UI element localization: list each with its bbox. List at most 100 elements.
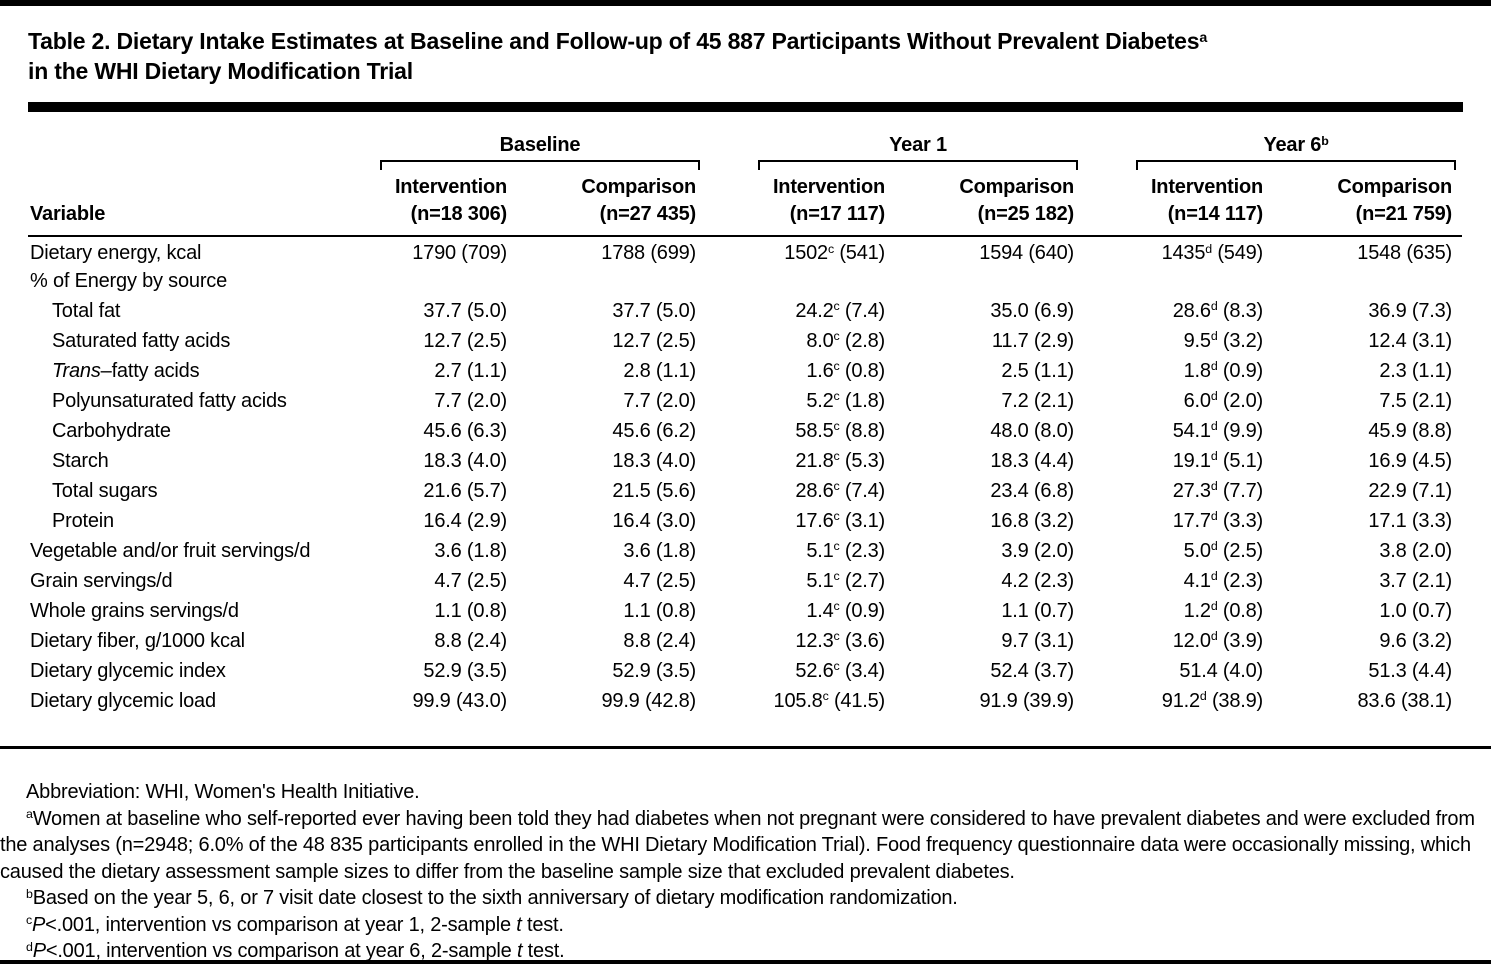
row-label: Grain servings/d — [30, 569, 173, 592]
cell-year6-comparison: 3.8 (2.0) — [1379, 539, 1453, 562]
header-baseline-comparison: Comparison (n=27 435) — [517, 170, 707, 237]
cell-baseline-intervention: 37.7 (5.0) — [423, 299, 507, 322]
arm-n: (n=25 182) — [977, 203, 1075, 225]
table-body: Dietary energy, kcal 1790 (709) 1788 (69… — [28, 236, 1462, 716]
arm-label: Intervention — [394, 176, 507, 198]
cell-baseline-intervention: 4.7 (2.5) — [434, 569, 507, 592]
cell-year1-intervention: 5.1c (2.7) — [806, 569, 886, 592]
cell-baseline-intervention: 99.9 (43.0) — [412, 689, 507, 712]
table-row: Dietary glycemic index 52.9 (3.5) 52.9 (… — [28, 656, 1462, 686]
cell-year6-comparison: 3.7 (2.1) — [1379, 569, 1453, 592]
cell-baseline-comparison: 99.9 (42.8) — [601, 689, 697, 712]
cell-year6-intervention: 6.0d (2.0) — [1183, 389, 1264, 412]
cell-baseline-comparison: 3.6 (1.8) — [623, 539, 697, 562]
row-label: Saturated fatty acids — [52, 329, 231, 352]
cell-year6-intervention: 5.0d (2.5) — [1183, 539, 1264, 562]
group-year1-label: Year 1 — [889, 134, 947, 156]
cell-baseline-comparison: 16.4 (3.0) — [612, 509, 697, 532]
cell-baseline-intervention: 45.6 (6.3) — [423, 419, 507, 442]
cell-baseline-comparison: 37.7 (5.0) — [612, 299, 697, 322]
cell-year1-intervention: 8.0c (2.8) — [806, 329, 886, 352]
cell-year1-intervention: 5.1c (2.3) — [806, 539, 886, 562]
top-rule — [0, 0, 1491, 6]
arm-label: Comparison — [581, 176, 697, 198]
cell-baseline-intervention: 2.7 (1.1) — [434, 359, 507, 382]
cell-year1-intervention: 52.6c (3.4) — [795, 659, 886, 682]
arm-label: Comparison — [1337, 176, 1453, 198]
row-label: Polyunsaturated fatty acids — [52, 389, 287, 412]
cell-year1-comparison: 18.3 (4.4) — [990, 449, 1075, 472]
table-bottom-rule — [0, 746, 1491, 749]
cell-year1-comparison: 91.9 (39.9) — [979, 689, 1075, 712]
row-label: Dietary glycemic load — [30, 689, 216, 712]
cell-year6-intervention: 4.1d (2.3) — [1183, 569, 1264, 592]
table-row: Total sugars 21.6 (5.7) 21.5 (5.6) 28.6c… — [28, 476, 1462, 506]
cell-year6-comparison: 2.3 (1.1) — [1379, 359, 1453, 382]
table-title: Table 2. Dietary Intake Estimates at Bas… — [0, 0, 1491, 86]
cell-year6-intervention: 28.6d (8.3) — [1172, 299, 1264, 322]
row-label: Total fat — [52, 299, 121, 322]
table-row: Starch 18.3 (4.0) 18.3 (4.0) 21.8c (5.3)… — [28, 446, 1462, 476]
group-baseline: Baseline — [328, 120, 706, 170]
cell-baseline-comparison: 1.1 (0.8) — [623, 599, 697, 622]
footnote-a: aWomen at baseline who self-reported eve… — [0, 807, 1475, 883]
cell-year6-comparison: 7.5 (2.1) — [1379, 389, 1453, 412]
arm-n: (n=14 117) — [1167, 203, 1264, 225]
cell-year6-comparison — [1273, 266, 1462, 296]
cell-year1-intervention: 24.2c (7.4) — [795, 299, 886, 322]
cell-year6-intervention — [1084, 266, 1273, 296]
cell-year6-comparison: 51.3 (4.4) — [1368, 659, 1453, 682]
cell-baseline-comparison: 21.5 (5.6) — [612, 479, 697, 502]
row-label: Dietary energy, kcal — [30, 242, 202, 264]
table-row: Total fat 37.7 (5.0) 37.7 (5.0) 24.2c (7… — [28, 296, 1462, 326]
cell-baseline-intervention: 18.3 (4.0) — [423, 449, 507, 472]
cell-year1-intervention: 5.2c (1.8) — [806, 389, 886, 412]
row-label: Total sugars — [52, 479, 158, 502]
cell-baseline-intervention: 16.4 (2.9) — [423, 509, 507, 532]
cell-baseline-comparison: 52.9 (3.5) — [612, 659, 697, 682]
cell-baseline-intervention: 1790 (709) — [412, 242, 507, 264]
cell-baseline-intervention: 21.6 (5.7) — [423, 479, 507, 502]
cell-year6-comparison: 17.1 (3.3) — [1368, 509, 1453, 532]
cell-year1-intervention: 21.8c (5.3) — [795, 449, 886, 472]
cell-baseline-comparison: 7.7 (2.0) — [623, 389, 697, 412]
header-year6-comparison: Comparison (n=21 759) — [1273, 170, 1463, 237]
row-label: Vegetable and/or fruit servings/d — [30, 539, 311, 562]
title-rule — [28, 102, 1463, 112]
row-label: Dietary fiber, g/1000 kcal — [30, 629, 245, 652]
row-label: Protein — [52, 509, 114, 532]
cell-baseline-intervention: 8.8 (2.4) — [434, 629, 507, 652]
table-row: Polyunsaturated fatty acids 7.7 (2.0) 7.… — [28, 386, 1462, 416]
cell-baseline-comparison: 18.3 (4.0) — [612, 449, 697, 472]
footnotes: Abbreviation: WHI, Women's Health Initia… — [0, 779, 1491, 965]
cell-year1-comparison — [895, 266, 1084, 296]
cell-year1-comparison: 16.8 (3.2) — [990, 509, 1075, 532]
arm-n: (n=27 435) — [599, 203, 697, 225]
arm-n: (n=17 117) — [789, 203, 886, 225]
column-group-row: Baseline Year 1 Year 6b — [28, 120, 1462, 170]
group-baseline-label: Baseline — [499, 134, 581, 156]
cell-year6-intervention: 91.2d (38.9) — [1161, 689, 1264, 712]
cell-baseline-intervention: 7.7 (2.0) — [434, 389, 507, 412]
table-row: Vegetable and/or fruit servings/d 3.6 (1… — [28, 536, 1462, 566]
cell-year1-intervention: 12.3c (3.6) — [795, 629, 886, 652]
cell-year1-intervention: 17.6c (3.1) — [795, 509, 886, 532]
table-row: % of Energy by source — [28, 266, 1462, 296]
footnote-c: cP<.001, intervention vs comparison at y… — [26, 913, 564, 936]
cell-baseline-intervention: 52.9 (3.5) — [423, 659, 507, 682]
table-row: Dietary fiber, g/1000 kcal 8.8 (2.4) 8.8… — [28, 626, 1462, 656]
cell-baseline-intervention: 3.6 (1.8) — [434, 539, 507, 562]
cell-year1-comparison: 23.4 (6.8) — [990, 479, 1075, 502]
cell-year1-intervention: 1.4c (0.9) — [806, 599, 886, 622]
cell-year1-intervention: 28.6c (7.4) — [795, 479, 886, 502]
table-row: Whole grains servings/d 1.1 (0.8) 1.1 (0… — [28, 596, 1462, 626]
cell-baseline-comparison: 2.8 (1.1) — [623, 359, 697, 382]
footnote-d: dP<.001, intervention vs comparison at y… — [26, 939, 565, 962]
row-label: Starch — [52, 449, 109, 472]
cell-year6-intervention: 51.4 (4.0) — [1179, 659, 1264, 682]
cell-baseline-intervention — [328, 266, 517, 296]
cell-baseline-comparison: 12.7 (2.5) — [612, 329, 697, 352]
arm-label: Comparison — [959, 176, 1075, 198]
cell-year6-intervention: 12.0d (3.9) — [1172, 629, 1264, 652]
cell-year6-intervention: 1.2d (0.8) — [1183, 599, 1264, 622]
